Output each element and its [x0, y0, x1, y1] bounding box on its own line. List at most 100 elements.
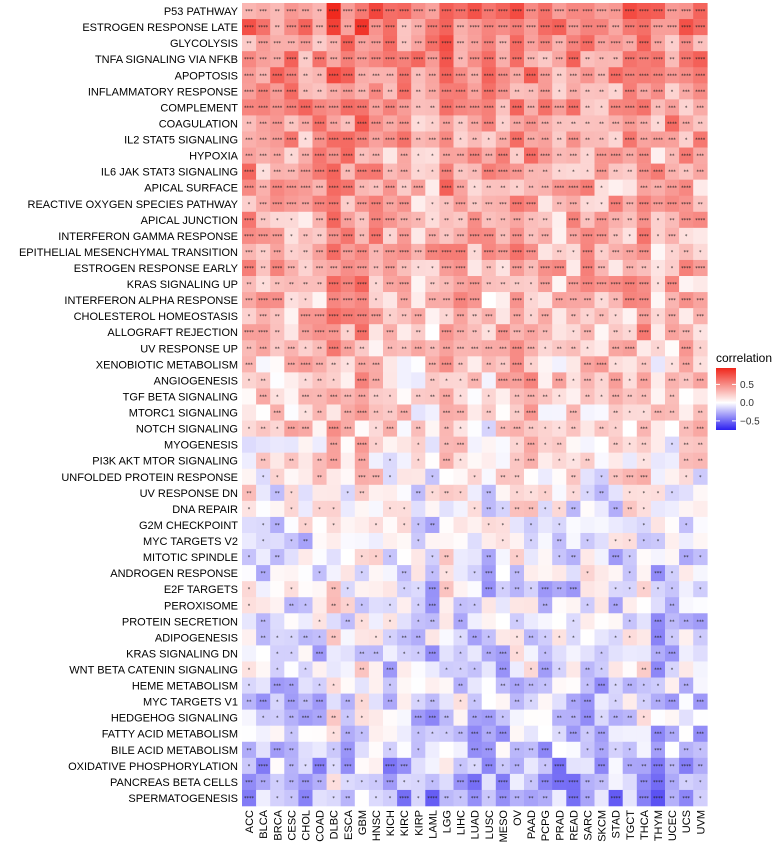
heatmap-cell: [636, 324, 652, 341]
heatmap-cell: [608, 211, 623, 229]
significance-star: **: [416, 394, 422, 400]
heatmap-cell: [552, 227, 567, 245]
heatmap-cell: [397, 757, 412, 775]
significance-star: ***: [682, 330, 690, 336]
heatmap-cell: [368, 259, 384, 277]
heatmap-cell: [636, 308, 652, 325]
significance-star: ****: [385, 105, 396, 111]
significance-star: *: [417, 732, 420, 738]
heatmap-cell: [636, 19, 652, 36]
significance-star: ****: [512, 234, 523, 240]
heatmap-cell: [636, 549, 652, 566]
heatmap-cell: [439, 227, 454, 245]
heatmap-cell: [650, 661, 666, 678]
heatmap-cell: [340, 227, 356, 245]
heatmap-cell: [622, 661, 638, 678]
heatmap-cell: [270, 67, 285, 84]
significance-star: *: [699, 587, 702, 593]
significance-star: *: [643, 684, 646, 690]
heatmap-cell: [693, 131, 708, 148]
significance-star: *: [459, 427, 462, 433]
significance-star: ***: [386, 282, 394, 288]
legend-title: correlation: [716, 351, 772, 365]
heatmap-cell: [481, 259, 497, 277]
significance-star: ***: [499, 41, 507, 47]
heatmap-cell: [439, 693, 454, 710]
significance-star: ****: [498, 170, 509, 176]
heatmap-cell: [538, 388, 553, 405]
heatmap-cell: [679, 147, 694, 164]
significance-star: ****: [441, 362, 452, 368]
heatmap-cell: [467, 581, 482, 598]
heatmap-cell: [636, 709, 652, 726]
significance-star: **: [275, 523, 281, 529]
heatmap-cell: [665, 436, 680, 453]
significance-star: ***: [330, 266, 338, 272]
significance-star: ****: [681, 154, 692, 160]
significance-star: ***: [612, 121, 620, 127]
significance-star: ***: [457, 186, 465, 192]
row-label: UNFOLDED PROTEIN RESPONSE: [61, 472, 238, 484]
heatmap-cell: [495, 259, 511, 277]
heatmap-cell: [256, 677, 271, 694]
heatmap-cell: [411, 35, 426, 52]
heatmap-cell: [552, 179, 567, 197]
significance-star: *: [361, 732, 364, 738]
heatmap-cell: [552, 404, 567, 421]
heatmap-cell: [693, 532, 708, 550]
significance-star: ***: [499, 202, 507, 208]
heatmap-cell: [552, 420, 567, 437]
heatmap-cell: [270, 597, 285, 614]
heatmap-cell: [256, 757, 271, 775]
significance-star: **: [613, 234, 619, 240]
significance-star: *: [572, 330, 575, 336]
significance-star: ***: [330, 89, 338, 95]
significance-star: **: [627, 218, 633, 224]
heatmap-cell: [284, 645, 299, 662]
significance-star: ****: [371, 121, 382, 127]
significance-star: ***: [344, 748, 352, 754]
heatmap-cell: [650, 677, 666, 694]
heatmap-cell: [425, 19, 440, 36]
heatmap-cell: [256, 741, 271, 759]
significance-star: *: [417, 443, 420, 449]
heatmap-cell: [242, 99, 257, 116]
significance-star: ***: [697, 105, 705, 111]
significance-star: ***: [527, 330, 535, 336]
heatmap-cell: [326, 195, 341, 213]
heatmap-cell: [524, 356, 539, 373]
significance-star: **: [543, 603, 549, 609]
significance-star: ****: [568, 105, 579, 111]
row-label: NOTCH SIGNALING: [136, 424, 238, 436]
heatmap-cell: [693, 500, 708, 518]
significance-star: ****: [470, 57, 481, 63]
heatmap-cell: [256, 388, 271, 405]
heatmap-cell: [326, 163, 341, 180]
heatmap-cell: [566, 3, 581, 20]
heatmap-cell: [383, 147, 398, 164]
significance-star: ***: [499, 651, 507, 657]
heatmap-cell: [284, 340, 299, 357]
heatmap-cell: [383, 565, 398, 582]
significance-star: *: [629, 619, 632, 625]
row-label: FATTY ACID METABOLISM: [102, 729, 238, 741]
significance-star: *: [248, 202, 251, 208]
heatmap-cell: [679, 629, 694, 646]
row-label: DNA REPAIR: [172, 504, 238, 516]
significance-star: **: [303, 89, 309, 95]
significance-star: ***: [527, 346, 535, 352]
heatmap-cell: [354, 195, 370, 213]
significance-star: **: [613, 411, 619, 417]
significance-star: ***: [443, 154, 451, 160]
heatmap-cell: [326, 725, 341, 743]
heatmap-cells: [242, 3, 708, 807]
heatmap-cell: [270, 773, 285, 791]
heatmap-cell: [566, 677, 581, 694]
significance-star: ***: [386, 73, 394, 79]
significance-star: **: [585, 138, 591, 144]
heatmap-cell: [552, 276, 567, 293]
significance-star: **: [486, 491, 492, 497]
heatmap-cell: [383, 741, 398, 759]
significance-star: *: [276, 700, 279, 706]
heatmap-cell: [679, 581, 694, 598]
